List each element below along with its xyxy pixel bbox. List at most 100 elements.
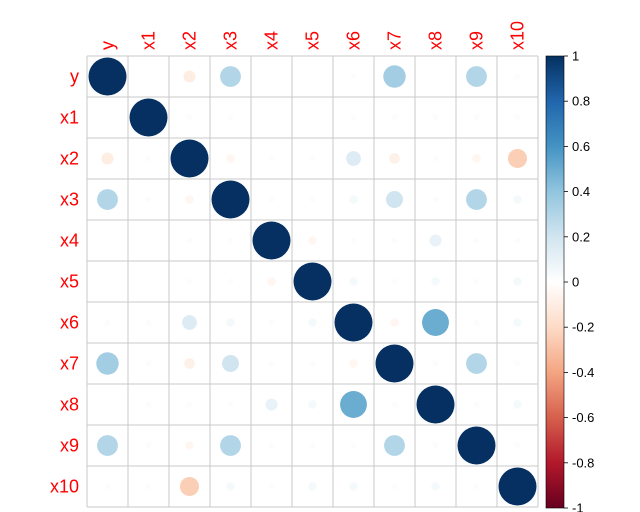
corr-circle-x10-x10 (498, 467, 537, 506)
corr-circle-x7-x6 (349, 359, 358, 368)
corr-circle-x8-x5 (308, 400, 317, 409)
corr-circle-x1-x1 (129, 98, 168, 137)
corr-circle-x6-x9 (473, 319, 480, 326)
column-label-x7: x7 (385, 31, 405, 50)
row-label-x6: x6 (60, 313, 79, 333)
colorbar-tick-label: -1 (572, 501, 584, 512)
colorbar-tick-label: -0.2 (572, 320, 594, 335)
corr-circle-x7-x2 (184, 358, 195, 369)
corr-circle-x8-x4 (265, 398, 278, 411)
column-label-x2: x2 (180, 31, 200, 50)
corr-circle-x7-x7 (375, 344, 414, 383)
corr-circle-x9-x3 (220, 435, 241, 456)
corr-circle-x8-x9 (473, 401, 480, 408)
corr-circle-x9-x10 (514, 442, 521, 449)
corr-circle-x7-x4 (268, 360, 275, 367)
row-label-x5: x5 (60, 272, 79, 292)
corr-circle-x9-x7 (384, 435, 405, 456)
corr-circle-x10-x1 (145, 483, 152, 490)
corr-circle-x2-x9 (472, 154, 481, 163)
grid (86, 55, 539, 508)
corr-circle-x2-x7 (389, 153, 400, 164)
row-label-x7: x7 (60, 354, 79, 374)
corr-circle-x10-x7 (391, 483, 398, 490)
corr-circle-x3-x9 (466, 189, 487, 210)
corr-circle-x1-x9 (473, 114, 480, 121)
corr-circle-x4-x10 (514, 237, 521, 244)
corr-circle-x9-x5 (309, 442, 316, 449)
row-label-x4: x4 (60, 231, 79, 251)
corr-circle-y-x6 (350, 73, 357, 80)
row-label-x3: x3 (60, 190, 79, 210)
corr-circle-x6-x3 (226, 318, 235, 327)
corr-circle-x6-x8 (422, 309, 449, 336)
row-label-x8: x8 (60, 395, 79, 415)
corr-circle-x8-x10 (513, 400, 522, 409)
row-label-x10: x10 (50, 477, 79, 497)
corr-circle-x1-x8 (432, 114, 439, 121)
corr-circle-x10-x5 (308, 482, 317, 491)
corr-circle-x9-x8 (432, 442, 439, 449)
correlation-circles (88, 57, 537, 506)
corr-circle-x2-x2 (170, 139, 209, 178)
corr-circle-x2-x5 (309, 155, 316, 162)
colorbar-gradient (545, 55, 565, 509)
corr-circle-x7-x9 (466, 353, 487, 374)
corr-circle-x4-x3 (227, 237, 234, 244)
corr-circle-x7-x3 (222, 355, 239, 372)
corr-circle-x1-x3 (227, 114, 234, 121)
column-label-x3: x3 (221, 31, 241, 50)
corr-circle-x2-y (101, 152, 114, 165)
corr-circle-x1-x10 (514, 114, 521, 121)
corr-circle-x3-x2 (185, 195, 194, 204)
colorbar-tick-label: 0.2 (572, 229, 590, 244)
corr-circle-x3-x3 (211, 180, 250, 219)
corr-circle-x6-x10 (513, 318, 522, 327)
corr-circle-x8-x3 (227, 401, 234, 408)
corr-circle-x9-y (97, 435, 118, 456)
colorbar-tick-label: 1 (572, 49, 579, 64)
corr-circle-x9-x1 (145, 442, 152, 449)
corr-circle-x8-x2 (186, 401, 193, 408)
corr-circle-x7-x1 (145, 360, 152, 367)
colorbar: 1 0.8 0.6 0.4 0.2 0 -0.2 -0.4 -0.6 -0.8 -1 (545, 49, 594, 512)
corr-circle-x3-x7 (386, 191, 403, 208)
corr-circle-y-x10 (514, 73, 521, 80)
corr-circle-x5-x9 (473, 278, 480, 285)
corr-circle-x4-x9 (473, 237, 480, 244)
corr-circle-x2-x3 (226, 154, 235, 163)
column-label-x8: x8 (426, 31, 446, 50)
corr-circle-x5-x2 (186, 278, 193, 285)
corr-circle-x10-y (104, 483, 111, 490)
corr-circle-x7-y (96, 352, 119, 375)
corr-circle-x6-x7 (390, 318, 399, 327)
corr-circle-x10-x6 (349, 482, 358, 491)
corr-circle-x3-y (97, 189, 118, 210)
colorbar-tick-label: 0.8 (572, 94, 590, 109)
colorbar-tick-label: 0.6 (572, 139, 590, 154)
corr-circle-x2-x6 (346, 151, 361, 166)
corr-circle-x7-x5 (309, 360, 316, 367)
corr-circle-x4-x8 (429, 234, 442, 247)
column-label-x1: x1 (139, 31, 159, 50)
corr-circle-x3-x6 (349, 195, 358, 204)
column-labels: y x1 x2 x3 x4 x5 x6 x7 x8 x9 x10 (98, 21, 528, 50)
column-label-x9: x9 (467, 31, 487, 50)
column-label-x5: x5 (303, 31, 323, 50)
corr-circle-x10-x9 (473, 483, 480, 490)
corr-circle-x2-x1 (145, 155, 152, 162)
corr-circle-x3-x5 (309, 196, 316, 203)
corr-circle-x5-x6 (349, 277, 358, 286)
colorbar-tick-label: -0.8 (572, 455, 594, 470)
row-labels: y x1 x2 x3 x4 x5 x6 x7 x8 x9 x10 (50, 67, 79, 497)
corr-circle-x6-y (104, 319, 111, 326)
corr-circle-x9-x6 (350, 442, 357, 449)
colorbar-tick-label: 0.4 (572, 184, 590, 199)
corr-circle-y-x3 (220, 66, 241, 87)
corr-circle-x4-x7 (391, 237, 398, 244)
corr-circle-x4-x6 (350, 237, 357, 244)
column-label-x4: x4 (262, 31, 282, 50)
row-label-x2: x2 (60, 149, 79, 169)
corr-circle-y-x7 (383, 65, 406, 88)
